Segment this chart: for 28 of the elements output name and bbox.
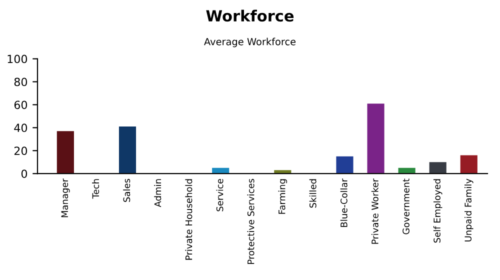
y-tick-label: 100 — [8, 54, 28, 64]
x-tick-label: Private Worker — [371, 178, 378, 244]
x-tick-label: Manager — [61, 178, 70, 218]
y-tick-label: 40 — [14, 124, 28, 132]
chart-title: Workforce — [206, 10, 294, 22]
x-tick-label: Admin — [154, 179, 162, 208]
bar — [429, 162, 446, 174]
x-tick-label: Private Household — [185, 179, 192, 260]
x-tick-label: Tech — [92, 179, 100, 199]
y-tick-label: 20 — [14, 146, 28, 156]
x-tick-label: Unpaid Family — [464, 178, 474, 242]
x-tick-label: Skilled — [309, 179, 316, 208]
y-tick-label: 60 — [14, 100, 28, 110]
x-tick-label: Service — [216, 178, 224, 212]
bar — [367, 104, 384, 174]
y-tick-label: 0 — [21, 170, 28, 178]
chart-subtitle: Average Workforce — [204, 38, 296, 48]
bar — [336, 156, 354, 174]
bar — [118, 126, 136, 174]
x-tick-label: Self Employed — [433, 179, 442, 243]
x-tick-label: Farming — [278, 179, 288, 214]
bar — [460, 155, 478, 174]
x-tick-label: Protective Services — [247, 178, 254, 264]
y-tick-label: 80 — [14, 78, 28, 86]
x-tick-label: Sales — [123, 178, 130, 202]
x-tick-label: Blue-Collar — [340, 178, 348, 227]
x-tick-label: Government — [402, 178, 410, 234]
bar — [56, 131, 74, 174]
